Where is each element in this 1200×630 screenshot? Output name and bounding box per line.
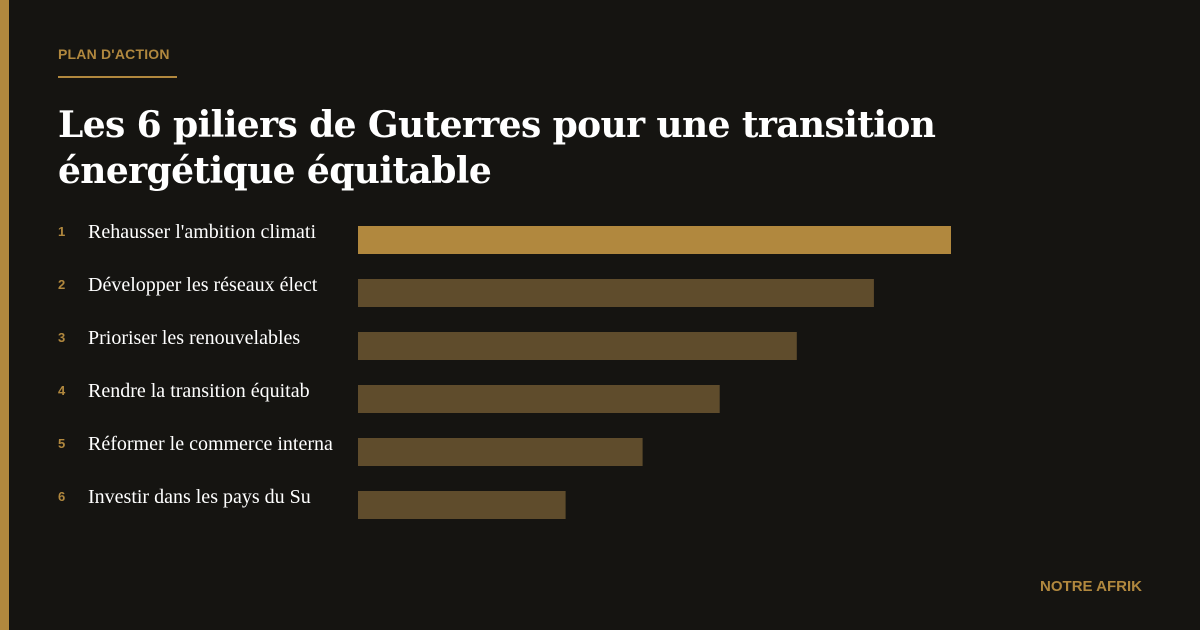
rank-number: 3 [58, 330, 65, 345]
category-label: Rehausser l'ambition climati [88, 221, 316, 243]
bar [358, 491, 566, 519]
category-label: Rendre la transition équitab [88, 380, 310, 402]
bars [358, 226, 951, 519]
kicker-underline [58, 76, 177, 78]
brand-logo-text: NOTRE AFRIK [1040, 578, 1142, 595]
bar [358, 385, 720, 413]
rank-number: 4 [58, 383, 66, 398]
rank-number: 2 [58, 277, 65, 292]
rank-numbers: 1 2 3 4 5 6 [58, 224, 66, 504]
accent-rule-left [0, 0, 9, 630]
bar [358, 226, 951, 254]
rank-number: 1 [58, 224, 65, 239]
rank-number: 5 [58, 436, 65, 451]
rank-number: 6 [58, 489, 65, 504]
category-label: Investir dans les pays du Su [88, 486, 311, 508]
section-kicker: PLAN D'ACTION [58, 46, 170, 62]
bar [358, 332, 797, 360]
category-label: Développer les réseaux élect [88, 274, 318, 296]
bar [358, 279, 874, 307]
page-title: Les 6 piliers de Guterres pour une trans… [58, 104, 936, 192]
category-label: Prioriser les renouvelables [88, 327, 300, 349]
category-label: Réformer le commerce interna [88, 433, 333, 455]
category-labels: Rehausser l'ambition climati Développer l… [88, 221, 333, 508]
bar [358, 438, 643, 466]
